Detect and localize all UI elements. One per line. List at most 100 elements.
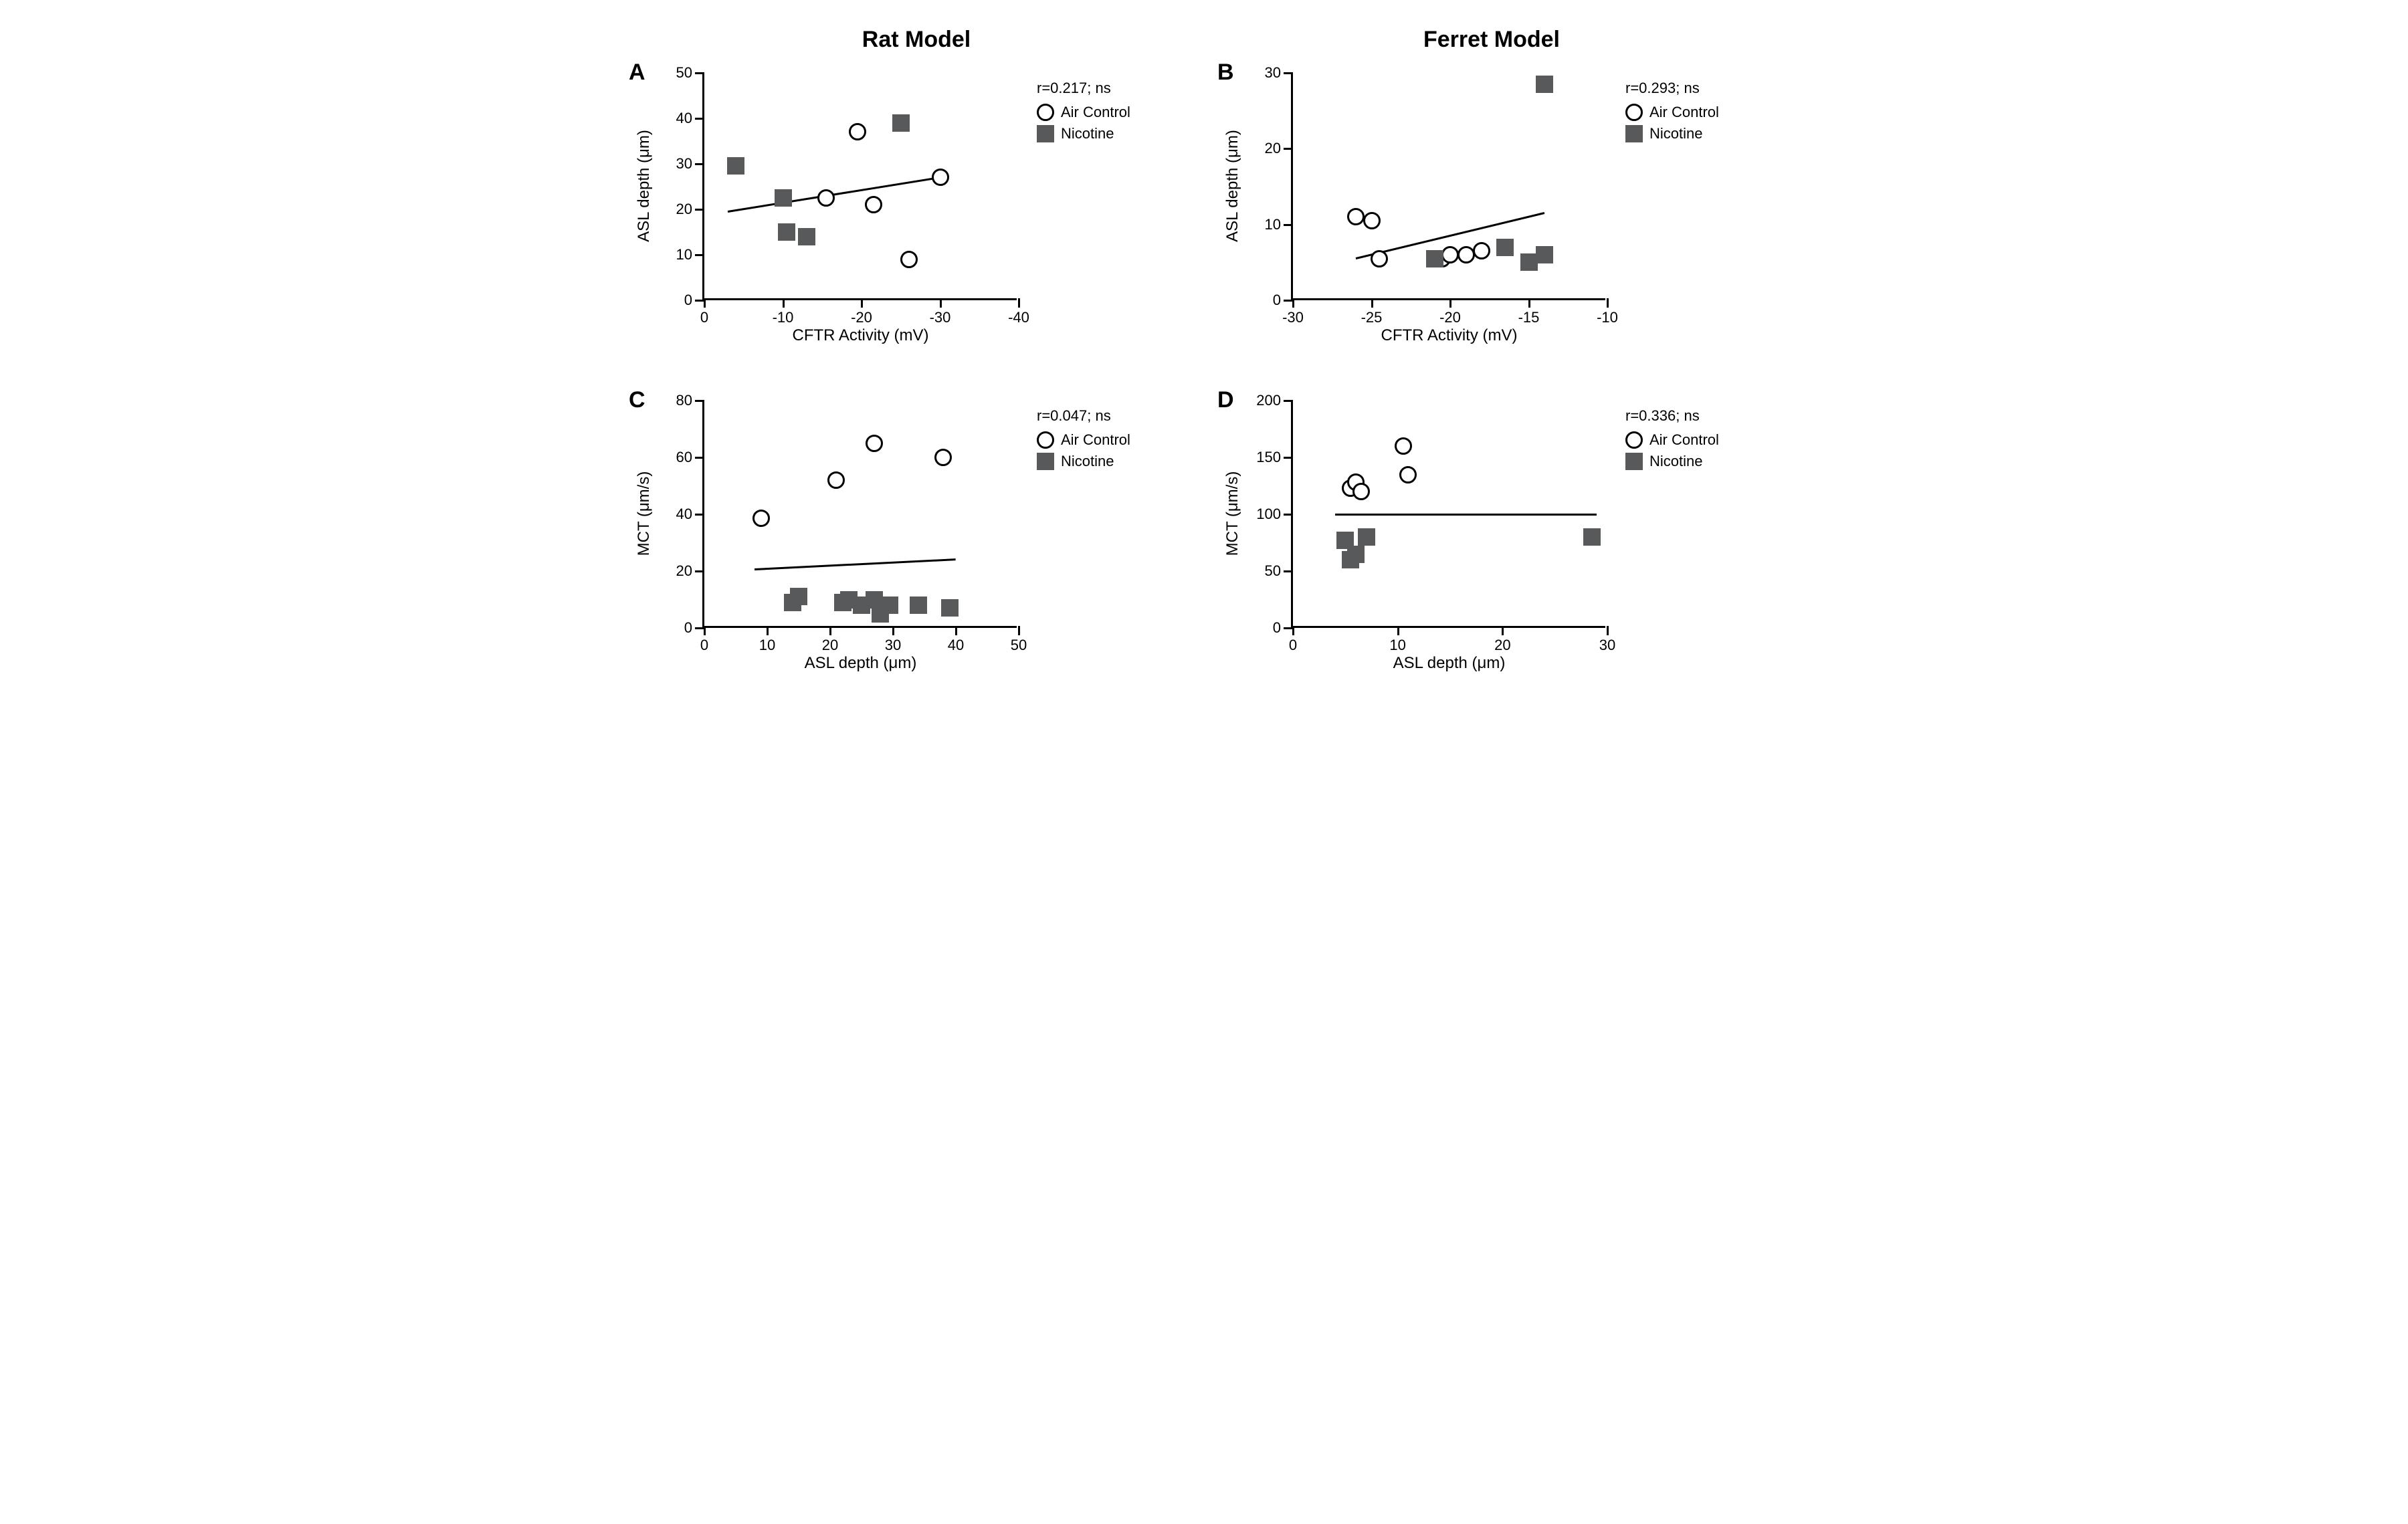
x-axis-label: CFTR Activity (mV) [793,326,929,345]
y-tick-label: 40 [676,110,704,127]
square-marker [775,189,792,207]
panels-grid: A 010203040500-10-20-30-40ASL depth (μm)C… [629,60,1779,688]
square-swatch-icon [1037,125,1054,142]
x-tick-label: 20 [1494,626,1510,654]
y-tick-label: 20 [1265,140,1293,157]
chart-wrap: 010203040500-10-20-30-40ASL depth (μm)CF… [702,73,1191,300]
legend-label: Nicotine [1061,453,1114,470]
x-tick-label: 30 [885,626,901,654]
legend: r=0.336; ns Air Control Nicotine [1625,407,1719,470]
legend-label: Air Control [1061,104,1130,121]
legend-statistic: r=0.047; ns [1037,407,1130,425]
square-marker [881,596,898,614]
legend-statistic: r=0.217; ns [1037,80,1130,97]
legend: r=0.047; ns Air Control Nicotine [1037,407,1130,470]
col-title-right: Ferret Model [1204,27,1779,53]
x-axis-label: ASL depth (μm) [1393,654,1506,673]
circle-marker [865,196,882,213]
circle-marker [866,435,883,452]
square-marker [1536,76,1553,93]
chart-wrap: 0102030-30-25-20-15-10ASL depth (μm)CFTR… [1291,73,1779,300]
circle-marker [934,449,952,466]
column-titles-row: Rat Model Ferret Model [629,27,1779,53]
x-tick-label: -30 [1282,298,1304,326]
plot-area: 0501001502000102030MCT (μm/s)ASL depth (… [1291,401,1605,628]
x-tick-label: 10 [759,626,775,654]
y-axis-label: MCT (μm/s) [635,471,654,556]
legend-label: Nicotine [1061,125,1114,142]
circle-marker [1458,246,1475,263]
square-marker [1536,246,1553,263]
y-tick-label: 60 [676,449,704,466]
trend-line [1335,514,1597,516]
square-marker [910,596,927,614]
legend-statistic: r=0.336; ns [1625,407,1719,425]
x-tick-label: 10 [1389,626,1405,654]
y-axis-label: ASL depth (μm) [1223,130,1242,242]
y-tick-label: 30 [676,155,704,173]
circle-marker [1395,437,1412,455]
circle-swatch-icon [1625,104,1643,121]
legend-row: Nicotine [1625,453,1719,470]
trend-line [755,559,956,571]
legend: r=0.217; ns Air Control Nicotine [1037,80,1130,142]
x-tick-label: 0 [700,298,708,326]
square-swatch-icon [1037,453,1054,470]
circle-marker [900,251,918,268]
x-tick-label: 20 [822,626,838,654]
circle-marker [932,169,949,186]
panel-letter: C [629,387,645,413]
panel-A: A 010203040500-10-20-30-40ASL depth (μm)C… [629,60,1191,360]
square-marker [790,588,807,605]
x-tick-label: -20 [1439,298,1461,326]
legend: r=0.293; nsAir ControlNicotine [1625,80,1719,142]
square-marker [892,114,910,132]
legend-statistic: r=0.293; ns [1625,80,1719,97]
figure-root: Rat Model Ferret Model A 010203040500-10-… [629,27,1779,688]
circle-marker [817,189,835,207]
y-tick-label: 20 [676,562,704,580]
panel-D: D 0501001502000102030MCT (μm/s)ASL depth … [1217,387,1779,688]
circle-marker [1371,250,1388,267]
panel-letter: A [629,60,645,86]
legend-row: Air Control [1037,431,1130,449]
panel-letter: D [1217,387,1234,413]
circle-marker [1352,483,1370,500]
y-axis-label: MCT (μm/s) [1223,471,1242,556]
y-tick-label: 10 [676,246,704,263]
square-marker [778,223,795,241]
y-tick-label: 80 [676,392,704,409]
circle-marker [849,123,866,140]
plot-area: 02040608001020304050MCT (μm/s)ASL depth … [702,401,1017,628]
square-marker [941,599,959,617]
chart-wrap: 0501001502000102030MCT (μm/s)ASL depth (… [1291,401,1779,628]
legend-row: Air Control [1625,431,1719,449]
plot-area: 010203040500-10-20-30-40ASL depth (μm)CF… [702,73,1017,300]
circle-swatch-icon [1037,104,1054,121]
square-marker [798,228,815,245]
legend-row: Nicotine [1037,125,1130,142]
square-swatch-icon [1625,125,1643,142]
square-swatch-icon [1625,453,1643,470]
square-marker [1358,528,1375,546]
panel-B: B 0102030-30-25-20-15-10ASL depth (μm)CFT… [1217,60,1779,360]
y-tick-label: 50 [676,64,704,82]
panel-C: C 02040608001020304050MCT (μm/s)ASL depth… [629,387,1191,688]
circle-marker [752,510,770,527]
square-marker [1426,250,1443,267]
x-tick-label: -40 [1008,298,1029,326]
square-marker [727,157,744,175]
legend-row: Nicotine [1037,453,1130,470]
circle-marker [1473,242,1490,259]
x-tick-label: 0 [1289,626,1297,654]
x-axis-label: CFTR Activity (mV) [1381,326,1518,345]
x-tick-label: 0 [700,626,708,654]
square-marker [1496,239,1514,256]
circle-marker [1347,208,1365,225]
y-tick-label: 10 [1265,216,1293,233]
panel-letter: B [1217,60,1234,86]
y-tick-label: 100 [1256,506,1293,523]
legend-label: Air Control [1649,431,1719,449]
x-axis-label: ASL depth (μm) [805,654,917,673]
legend-label: Air Control [1061,431,1130,449]
